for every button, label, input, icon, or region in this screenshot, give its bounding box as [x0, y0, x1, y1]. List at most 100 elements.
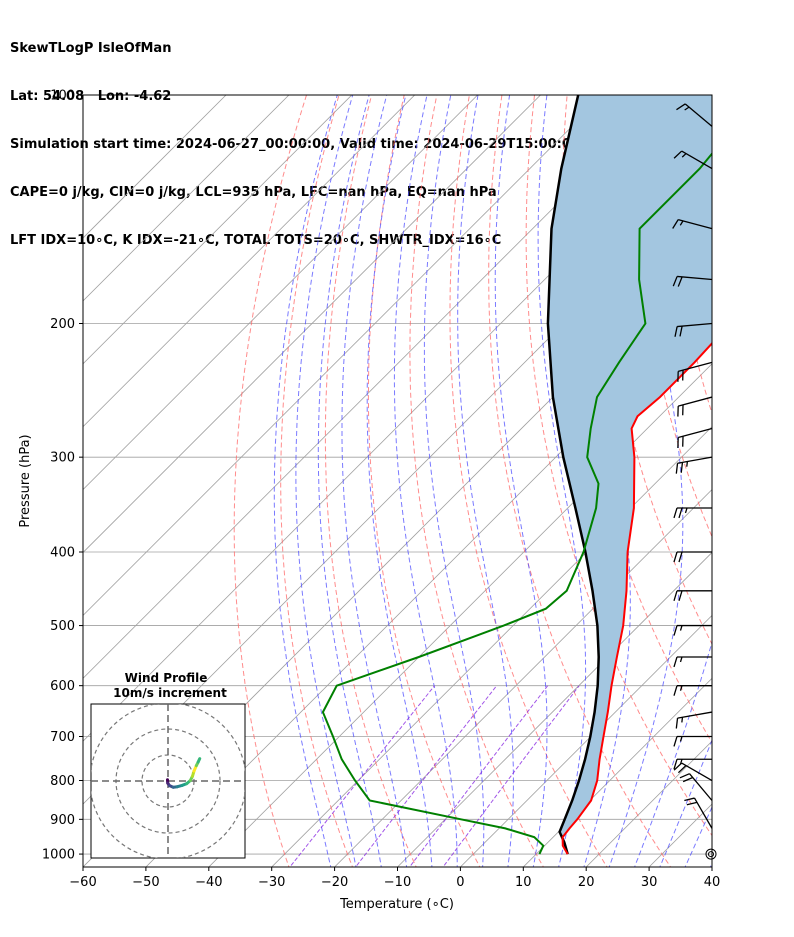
wind-barb [672, 218, 713, 230]
dry-adiabat-line [525, 95, 712, 837]
dry-adiabat-line [280, 95, 354, 867]
y-tick-label: 800 [50, 774, 75, 789]
location-label: Lat: 54.08 Lon: -4.62 [10, 89, 172, 104]
y-axis-title: Pressure (hPa) [18, 434, 33, 527]
x-tick-label: 20 [578, 875, 595, 890]
dry-adiabat-line [729, 78, 794, 870]
y-tick-label: 200 [50, 317, 75, 332]
stability-indices-label: CAPE=0 j/kg, CIN=0 j/kg, LCL=935 hPa, LF… [10, 185, 497, 200]
wind-barb [673, 507, 712, 519]
moist-adiabat-line [684, 805, 712, 867]
parcel-profile-line [546, 95, 600, 855]
moist-adiabat-line [457, 95, 514, 867]
moist-adiabat-line [709, 862, 712, 867]
isotherm-line [145, 300, 712, 867]
isotherm-line [83, 95, 290, 302]
moist-adiabat-line [537, 95, 587, 867]
x-tick-label: 0 [456, 875, 464, 890]
mixing-ratio-line [408, 685, 549, 867]
moist-adiabat-line [366, 95, 433, 867]
isotherm-line [83, 95, 227, 239]
isotherm-line [756, 60, 794, 885]
isotherm-line [522, 677, 712, 867]
wind-barb [675, 711, 713, 729]
wind-barb [675, 456, 713, 474]
wind-barb [673, 150, 713, 170]
isotherm-line [271, 426, 712, 867]
y-tick-label: 500 [50, 619, 75, 634]
chart-header: SkewTLogP IsleOfMan Lat: 54.08 Lon: -4.6… [10, 9, 603, 265]
moist-adiabat-line [634, 640, 712, 867]
isotherm-line [585, 740, 712, 867]
x-tick-label: 10 [515, 875, 532, 890]
wind-barb [673, 685, 712, 696]
moist-adiabat-line [423, 95, 485, 867]
dry-adiabat-line [233, 95, 308, 867]
x-tick-label: −60 [69, 875, 96, 890]
moist-adiabat-line [734, 95, 794, 870]
dry-adiabat-line [761, 78, 794, 870]
isotherm-line [459, 614, 712, 867]
x-tick-label: 30 [641, 875, 658, 890]
wind-barb [672, 275, 713, 287]
dry-adiabat-line [409, 95, 544, 867]
wind-barb [673, 758, 712, 770]
moist-adiabat-line [317, 95, 382, 867]
wind-barb [677, 361, 713, 382]
y-tick-label: 400 [50, 546, 75, 561]
time-label: Simulation start time: 2024-06-27_00:00:… [10, 137, 603, 152]
wind-barb [679, 773, 713, 801]
isotherm-line [83, 95, 542, 554]
dewpoint-profile-line [321, 152, 712, 855]
mixing-ratio-line [289, 685, 435, 867]
y-tick-label: 300 [50, 451, 75, 466]
x-tick-label: −20 [321, 875, 348, 890]
moist-adiabat-line [494, 95, 548, 867]
moist-adiabat-line [608, 95, 684, 867]
x-tick-label: 40 [704, 875, 721, 890]
wind-barb [673, 624, 712, 636]
convective-indices-label: LFT IDX=10∘C, K IDX=-21∘C, TOTAL TOTS=20… [10, 233, 502, 248]
isotherm-line [396, 551, 712, 867]
wind-barb [677, 427, 713, 448]
y-tick-label: 600 [50, 679, 75, 694]
temperature-profile-line [561, 341, 712, 855]
wind-barb [673, 590, 712, 602]
isotherm-line [83, 95, 479, 491]
isotherm-line [83, 95, 604, 616]
wind-barb [684, 797, 713, 829]
x-tick-label: −40 [195, 875, 222, 890]
wind-barb [673, 735, 712, 747]
parcel-area-fill [547, 95, 712, 855]
x-tick-label: −50 [132, 875, 159, 890]
moist-adiabat-line [393, 95, 458, 867]
wind-barb [676, 103, 713, 127]
moist-adiabat-line [659, 738, 712, 867]
hodograph-segment [196, 757, 202, 764]
moist-adiabat-line [341, 95, 408, 867]
x-axis-title: Temperature (∘C) [339, 897, 454, 912]
x-tick-label: −30 [258, 875, 285, 890]
x-tick-label: −10 [384, 875, 411, 890]
isotherm-line [334, 489, 712, 867]
wind-barb [674, 322, 713, 337]
moist-adiabat-line [273, 95, 338, 867]
mixing-ratio-line [354, 685, 498, 867]
wind-barb-calm-inner [708, 851, 714, 858]
y-tick-label: 700 [50, 730, 75, 745]
chart-title: SkewTLogP IsleOfMan [10, 41, 172, 56]
dry-adiabat-line [367, 95, 481, 867]
moist-adiabat-line [583, 95, 631, 867]
inset-subtitle: 10m/s increment [113, 686, 227, 700]
dry-adiabat-line [488, 95, 672, 867]
wind-barb-calm [705, 848, 717, 860]
wind-barb [677, 396, 713, 417]
dry-adiabat-line [449, 95, 608, 867]
inset-title: Wind Profile [125, 671, 208, 685]
wind-barb [673, 551, 712, 563]
y-tick-label: 100 [50, 89, 75, 104]
isotherm-line [83, 95, 353, 365]
y-tick-label: 1000 [42, 848, 75, 863]
mixing-ratio-line [442, 685, 580, 867]
